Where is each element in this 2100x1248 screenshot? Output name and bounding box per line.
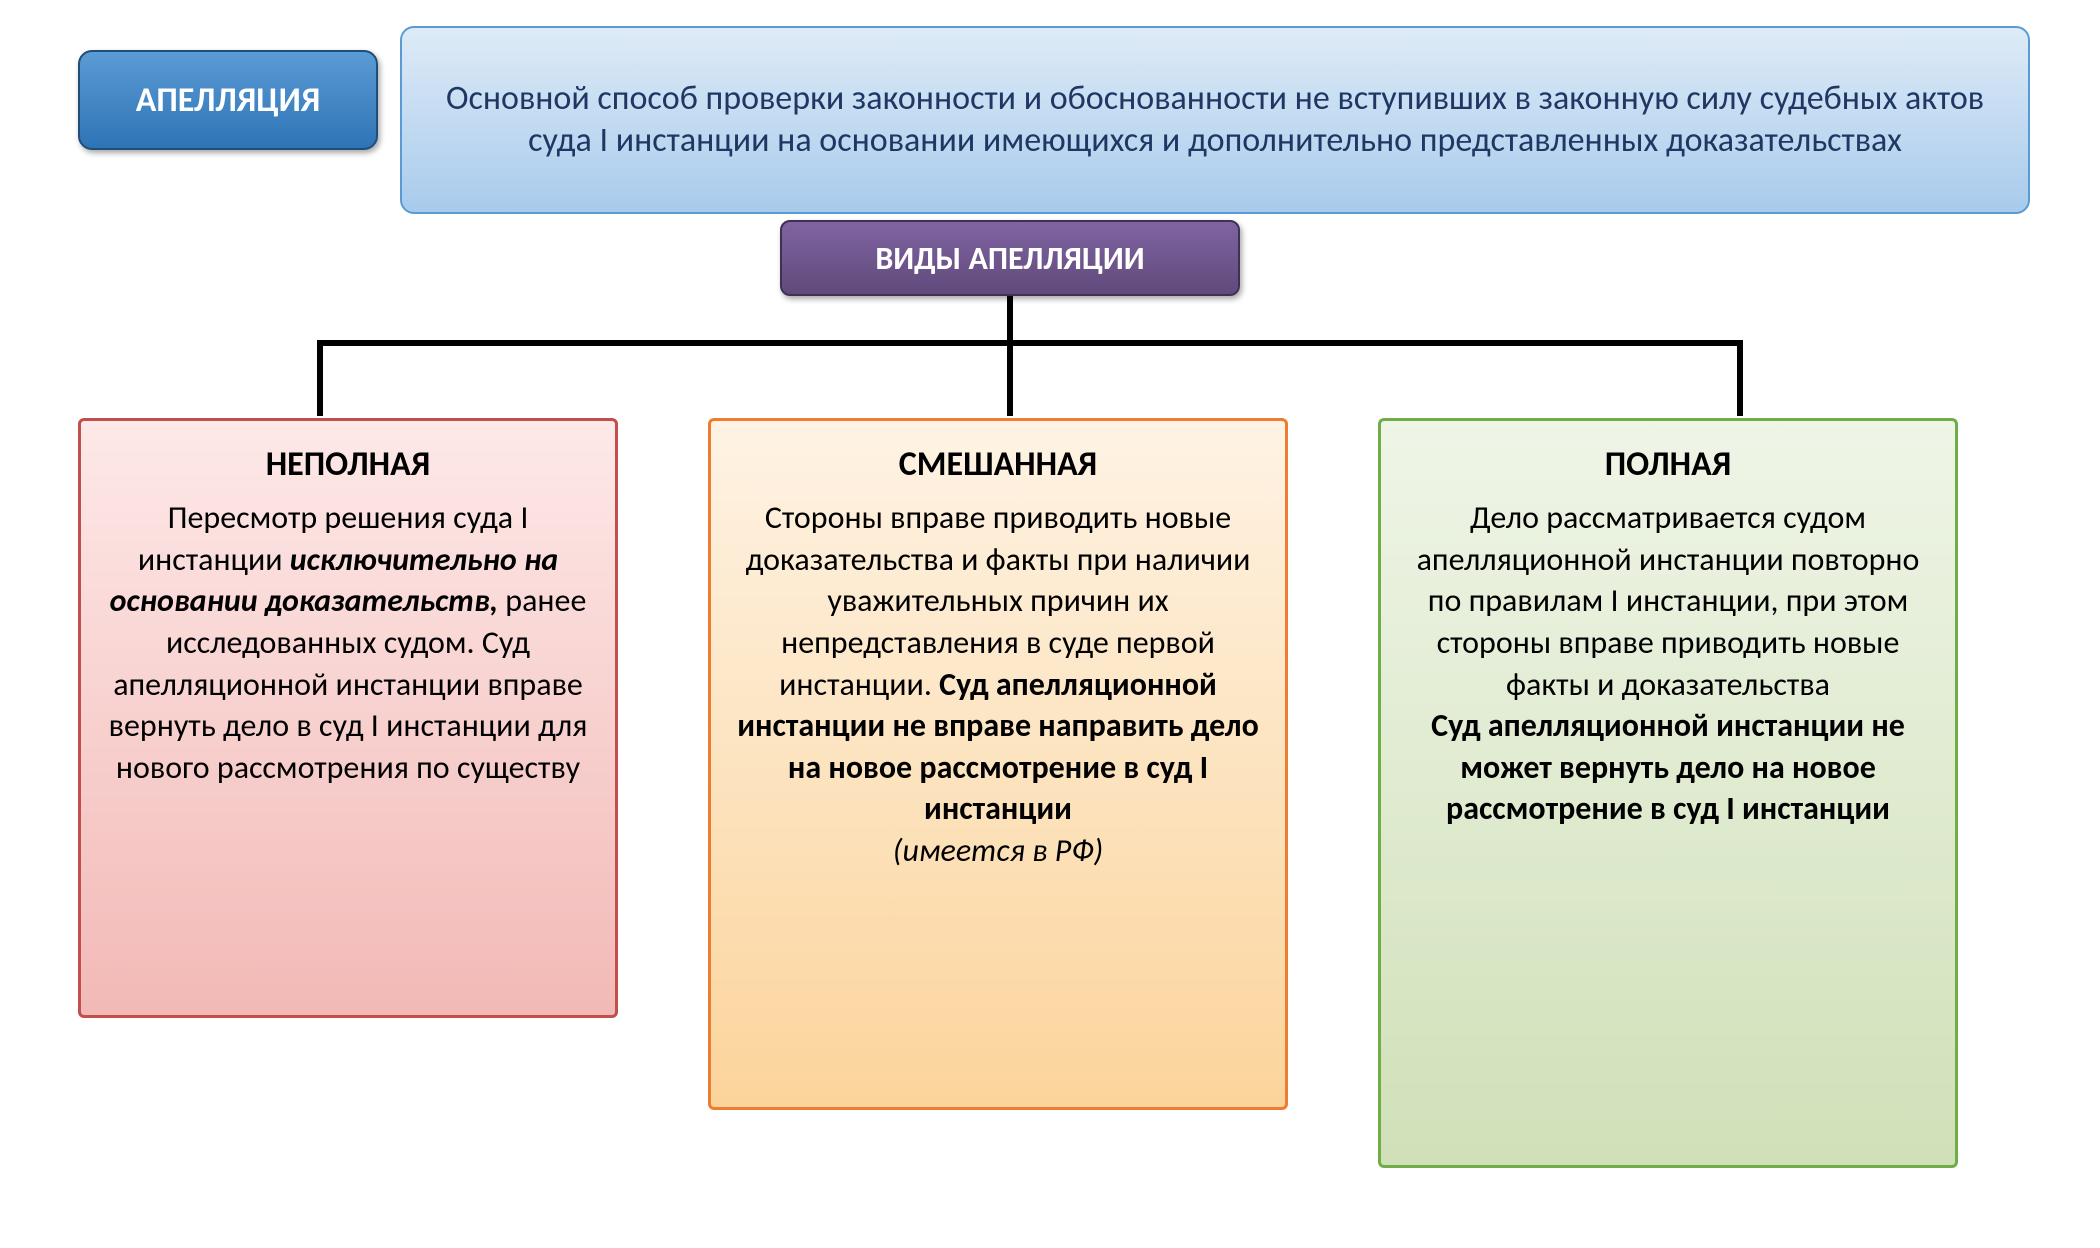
card-title: ПОЛНАЯ bbox=[1405, 443, 1931, 487]
connector-line bbox=[317, 340, 1743, 346]
connector-line bbox=[1737, 340, 1743, 416]
diagram-container: АПЕЛЛЯЦИЯ Основной способ проверки закон… bbox=[20, 20, 2080, 1228]
card-body: Пересмотр решения суда I инстанции исклю… bbox=[105, 497, 591, 788]
card-incomplete: НЕПОЛНАЯ Пересмотр решения суда I инстанц… bbox=[78, 418, 618, 1018]
definition-text: Основной способ проверки законности и об… bbox=[442, 78, 1988, 163]
card-full: ПОЛНАЯ Дело рассматривается судом апелляц… bbox=[1378, 418, 1958, 1168]
title-badge: АПЕЛЛЯЦИЯ bbox=[78, 50, 378, 150]
types-badge-text: ВИДЫ АПЕЛЛЯЦИИ bbox=[875, 239, 1144, 278]
card-mixed: СМЕШАННАЯ Стороны вправе приводить новые … bbox=[708, 418, 1288, 1110]
connector-line bbox=[1007, 340, 1013, 416]
card-body: Стороны вправе приводить новые доказател… bbox=[735, 497, 1261, 871]
connector-line bbox=[317, 340, 323, 416]
card-title: НЕПОЛНАЯ bbox=[105, 443, 591, 487]
connector-line bbox=[1007, 296, 1013, 346]
title-badge-text: АПЕЛЛЯЦИЯ bbox=[136, 80, 321, 121]
definition-box: Основной способ проверки законности и об… bbox=[400, 26, 2030, 214]
card-title: СМЕШАННАЯ bbox=[735, 443, 1261, 487]
types-badge: ВИДЫ АПЕЛЛЯЦИИ bbox=[780, 220, 1240, 296]
card-body: Дело рассматривается судом апелляционной… bbox=[1405, 497, 1931, 830]
